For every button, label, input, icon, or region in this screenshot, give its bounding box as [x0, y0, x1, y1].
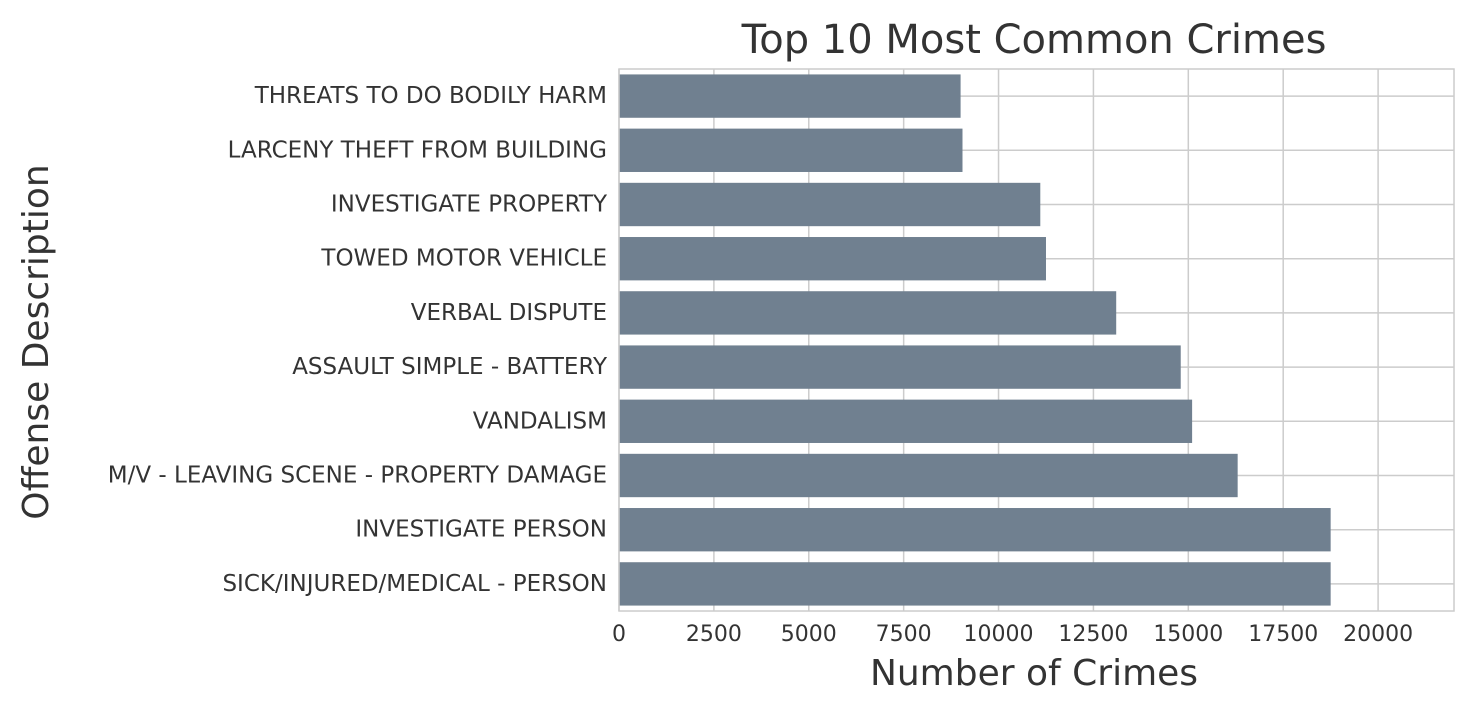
- y-category-label: VERBAL DISPUTE: [411, 300, 607, 326]
- bar: [619, 399, 1193, 443]
- bar: [619, 345, 1181, 389]
- bars: [619, 74, 1331, 606]
- y-category-labels: THREATS TO DO BODILY HARM LARCENY THEFT F…: [108, 83, 608, 597]
- x-tick-label: 15000: [1153, 622, 1223, 647]
- y-category-label: LARCENY THEFT FROM BUILDING: [228, 137, 607, 163]
- y-category-label: TOWED MOTOR VEHICLE: [320, 246, 607, 272]
- bar: [619, 237, 1046, 281]
- bar: [619, 291, 1117, 335]
- x-tick-label: 5000: [781, 622, 837, 647]
- bar: [619, 182, 1041, 227]
- y-category-label: ASSAULT SIMPLE - BATTERY: [292, 354, 608, 380]
- plot-frame: [618, 68, 1455, 612]
- x-axis-title: Number of Crimes: [870, 653, 1198, 694]
- x-tick-label: 20000: [1343, 622, 1413, 647]
- x-tick-label: 10000: [964, 622, 1034, 647]
- x-tick-label: 12500: [1058, 622, 1128, 647]
- y-category-label: THREATS TO DO BODILY HARM: [254, 83, 607, 109]
- y-category-label: INVESTIGATE PROPERTY: [331, 192, 608, 218]
- x-tick-labels: 0 2500 5000 7500 10000 12500 15000 17500 20000: [612, 622, 1413, 647]
- y-category-label: VANDALISM: [473, 408, 607, 434]
- bar: [619, 128, 963, 172]
- bar: [619, 453, 1238, 498]
- x-tick-label: 7500: [876, 622, 932, 647]
- bar: [619, 508, 1331, 552]
- y-axis-title: Offense Description: [16, 164, 57, 519]
- x-tick-label: 2500: [686, 622, 742, 647]
- bar: [619, 74, 961, 118]
- y-category-label: SICK/INJURED/MEDICAL - PERSON: [222, 571, 607, 597]
- y-category-label: M/V - LEAVING SCENE - PROPERTY DAMAGE: [108, 463, 607, 489]
- x-tick-label: 17500: [1248, 622, 1318, 647]
- x-tick-label: 0: [612, 622, 626, 647]
- bar: [619, 562, 1331, 606]
- y-category-label: INVESTIGATE PERSON: [355, 517, 607, 543]
- chart-title: Top 10 Most Common Crimes: [741, 17, 1327, 63]
